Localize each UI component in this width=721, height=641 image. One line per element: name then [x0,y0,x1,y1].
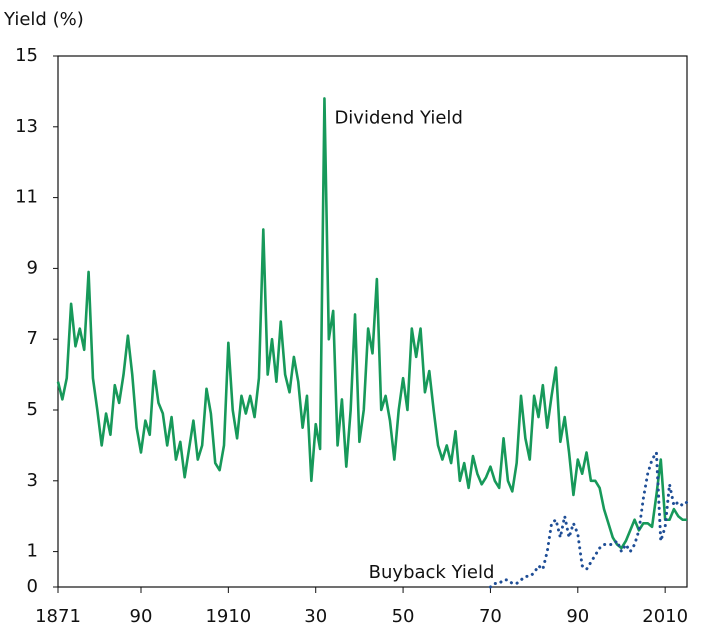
y-tick-label: 3 [27,470,38,491]
x-tick-label: 50 [392,606,415,627]
y-tick-label: 13 [15,116,38,137]
x-tick-label: 90 [130,606,153,627]
series-line [56,97,687,550]
x-tick-label: 1871 [35,606,81,627]
series-line [488,450,689,589]
series-label: Buyback Yield [369,562,495,583]
x-tick-label: 1910 [205,606,251,627]
y-axis-label: Yield (%) [3,9,84,30]
y-tick-label: 1 [27,541,38,562]
x-tick-label: 2010 [642,606,688,627]
x-tick-label: 70 [479,606,502,627]
x-tick-label: 90 [566,606,589,627]
y-tick-label: 0 [27,576,38,597]
series-label: Dividend Yield [334,107,462,128]
y-tick-label: 11 [15,187,38,208]
y-tick-label: 15 [15,45,38,66]
x-tick-label: 30 [304,606,327,627]
y-tick-label: 5 [27,399,38,420]
y-tick-label: 7 [27,328,38,349]
plot-frame [57,55,688,588]
y-tick-label: 9 [27,257,38,278]
